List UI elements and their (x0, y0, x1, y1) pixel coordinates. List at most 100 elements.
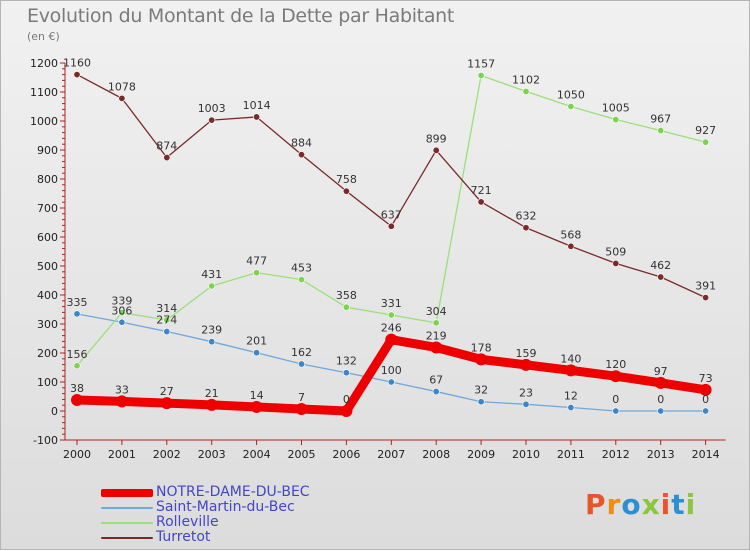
y-tick-label: 1000 (30, 115, 58, 128)
data-label: 509 (605, 245, 626, 258)
logo-letter: P (585, 488, 607, 521)
data-label: 477 (246, 255, 267, 268)
series-rolleville (73, 71, 710, 370)
proxiti-logo: Proxiti (585, 488, 696, 521)
data-point (295, 402, 308, 415)
data-label: 219 (426, 329, 447, 342)
data-point (208, 282, 216, 290)
data-point (208, 338, 216, 346)
logo-letter: t (671, 488, 686, 521)
logo-letter: o (621, 488, 642, 521)
legend-item: NOTRE-DAME-DU-BEC (101, 485, 401, 500)
data-point (654, 376, 667, 389)
data-label: 274 (156, 314, 177, 327)
data-point (430, 341, 443, 354)
data-point (522, 87, 530, 95)
data-label: 0 (343, 393, 350, 406)
data-point (253, 349, 261, 357)
data-label: 156 (67, 348, 88, 361)
logo-letter: x (641, 488, 661, 521)
legend-item: Rolleville (101, 515, 401, 530)
data-point (297, 276, 305, 284)
data-point (612, 116, 620, 124)
data-point (387, 378, 395, 386)
data-label: 358 (336, 289, 357, 302)
data-label: 239 (201, 324, 222, 337)
data-label: 391 (695, 280, 716, 293)
data-point (253, 269, 261, 277)
data-label: 120 (605, 358, 626, 371)
data-label: 100 (381, 364, 402, 377)
x-tick-label: 2004 (243, 448, 271, 461)
y-tick-label: 800 (37, 173, 58, 186)
data-label: 335 (67, 296, 88, 309)
data-point (609, 370, 622, 383)
data-label: 159 (516, 347, 537, 360)
data-point (73, 362, 81, 370)
legend-item: Saint-Martin-du-Bec (101, 500, 401, 515)
data-point (73, 71, 81, 79)
data-label: 339 (111, 295, 132, 308)
data-label: 14 (250, 389, 264, 402)
data-label: 12 (564, 390, 578, 403)
legend-label: NOTRE-DAME-DU-BEC (156, 484, 310, 500)
data-point (432, 388, 440, 396)
data-point (163, 316, 171, 324)
data-point (71, 393, 83, 406)
data-label: 73 (699, 372, 713, 385)
x-tick-label: 2005 (288, 448, 316, 461)
series-notre-dame-du-bec (71, 333, 712, 417)
data-label: 758 (336, 173, 357, 186)
data-point (657, 407, 665, 415)
data-label: 1078 (108, 80, 136, 93)
y-tick-label: 100 (37, 376, 58, 389)
data-label: 431 (201, 268, 222, 281)
data-label: 568 (560, 228, 581, 241)
data-label: 0 (702, 393, 709, 406)
data-point (118, 94, 126, 102)
data-point (657, 273, 665, 281)
data-point (432, 146, 440, 154)
y-tick-label: 200 (37, 347, 58, 360)
x-tick-label: 2011 (557, 448, 585, 461)
data-label: 23 (519, 386, 533, 399)
x-tick-label: 2002 (153, 448, 181, 461)
y-tick-label: 300 (37, 318, 58, 331)
data-label: 1005 (602, 102, 630, 115)
data-label: 1014 (243, 99, 271, 112)
legend-swatch (101, 489, 153, 497)
data-label: 306 (111, 304, 132, 317)
data-point (387, 311, 395, 319)
data-point (387, 222, 395, 230)
data-label: 1102 (512, 73, 540, 86)
data-label: 246 (381, 322, 402, 335)
x-tick-label: 2003 (198, 448, 226, 461)
data-label: 21 (205, 387, 219, 400)
data-label: 0 (612, 393, 619, 406)
data-point (118, 318, 126, 326)
data-point (699, 383, 712, 396)
data-point (567, 242, 575, 250)
data-point (477, 398, 485, 406)
data-label: 304 (426, 305, 447, 318)
data-label: 453 (291, 262, 312, 275)
data-point (522, 224, 530, 232)
data-label: 927 (695, 124, 716, 137)
data-label: 1157 (467, 57, 495, 70)
data-label: 0 (657, 393, 664, 406)
y-tick-label: 600 (37, 231, 58, 244)
x-tick-label: 2001 (108, 448, 136, 461)
data-label: 632 (516, 210, 537, 223)
data-label: 7 (298, 391, 305, 404)
data-point (612, 407, 620, 415)
data-label: 314 (156, 302, 177, 315)
data-point (702, 138, 710, 146)
data-label: 1050 (557, 89, 585, 102)
axes: -100010020030040050060070080090010001100… (30, 57, 726, 461)
data-point (297, 360, 305, 368)
data-point (477, 71, 485, 79)
data-label: 1003 (198, 102, 226, 115)
y-tick-label: 1200 (30, 57, 58, 70)
y-tick-label: 400 (37, 289, 58, 302)
